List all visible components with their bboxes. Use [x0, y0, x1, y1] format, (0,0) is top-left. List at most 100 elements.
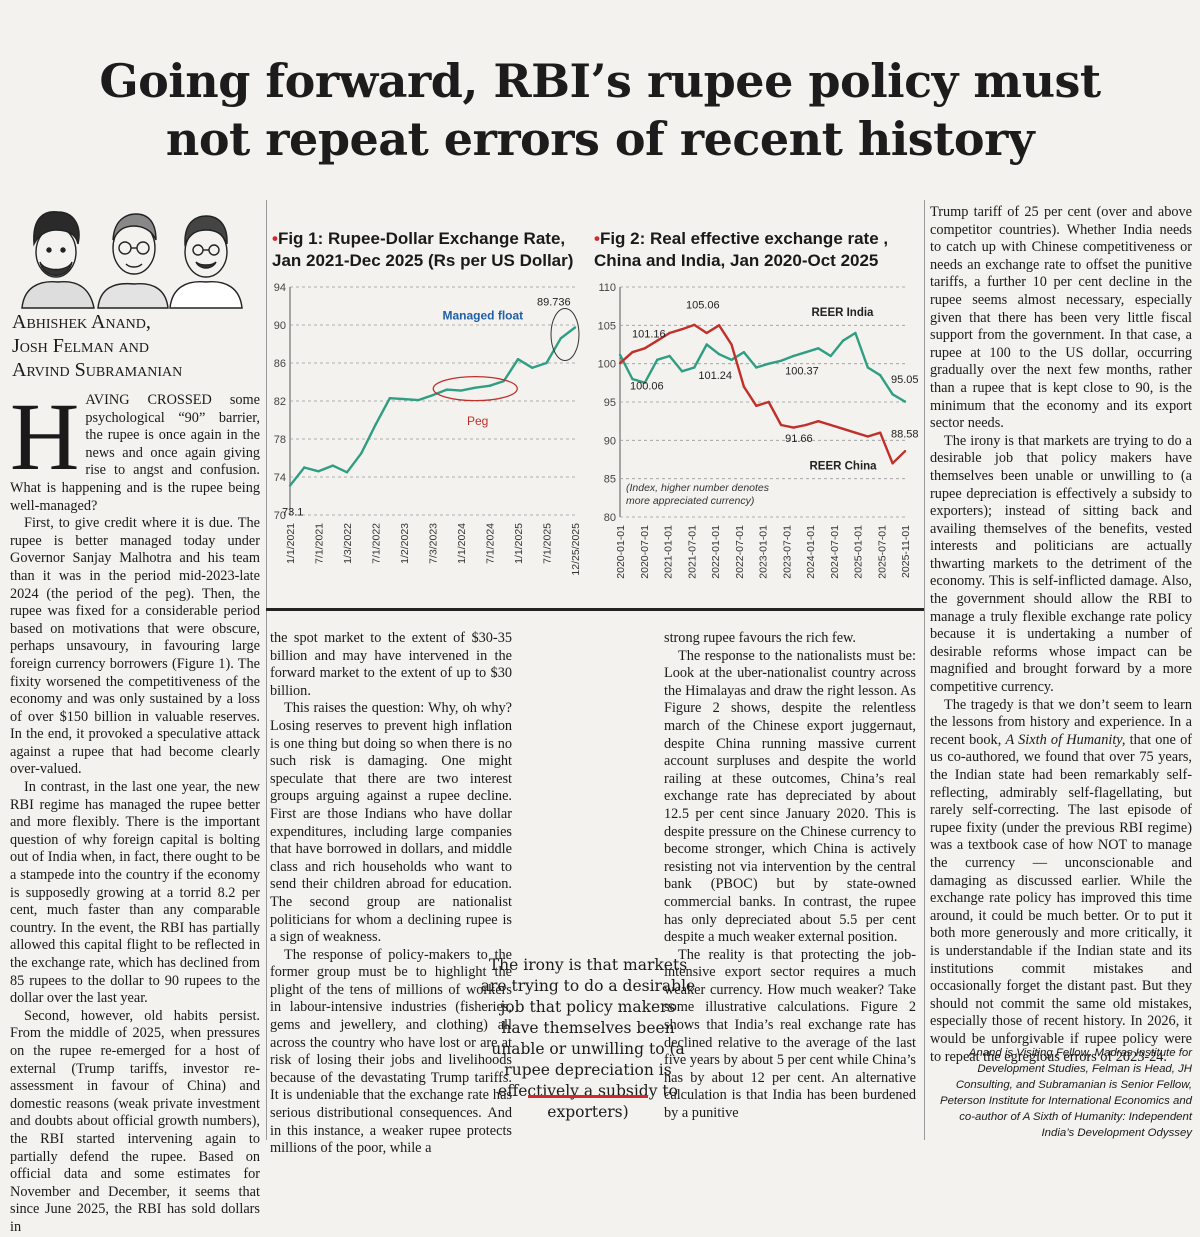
book-title: A Sixth of Humanity, [1005, 731, 1126, 748]
fig1-title-line-1: Fig 1: Rupee-Dollar Exchange Rate, [277, 229, 566, 248]
portrait-felman [97, 213, 169, 309]
china-end-label: 88.58 [891, 428, 919, 440]
managed-float-circle [550, 308, 580, 361]
x-tick-label: 7/1/2025 [542, 523, 554, 564]
chart-note-line-2: more appreciated currency) [626, 495, 754, 507]
y-tick-label: 78 [274, 434, 286, 446]
data-point [573, 326, 577, 329]
paragraph: Second, however, old habits persist. Fro… [10, 1007, 260, 1235]
headline: Going forward, RBI’s rupee policy must n… [10, 52, 1190, 168]
paragraph: In contrast, in the last one year, the n… [10, 779, 260, 1007]
column-1: H AVING CROSSED some psychological “90” b… [10, 389, 260, 1237]
data-point [779, 423, 783, 427]
data-point [866, 435, 870, 438]
data-point [531, 366, 534, 369]
data-point [817, 347, 820, 350]
data-point [779, 359, 783, 363]
x-tick-label: 2020-01-01 [615, 525, 627, 579]
india-start-label: 101.16 [632, 329, 666, 341]
lead-paragraph: H AVING CROSSED some psychological “90” b… [10, 389, 260, 515]
x-tick-label: 12/25/2025 [570, 523, 582, 576]
data-point [879, 373, 882, 377]
x-tick-label: 2025-01-01 [853, 525, 865, 579]
headline-line-2: not repeat errors of recent history [165, 112, 1035, 166]
x-tick-label: 2021-01-01 [663, 525, 675, 579]
author-portraits [21, 211, 243, 309]
portrait-anand [21, 211, 95, 309]
data-point [445, 388, 448, 391]
data-point [879, 431, 882, 434]
data-point [693, 323, 696, 327]
data-point [303, 466, 306, 469]
data-point [618, 353, 622, 356]
x-tick-label: 2024-07-01 [829, 525, 841, 579]
x-tick-label: 1/3/2022 [342, 523, 354, 564]
peg-label: Peg [467, 414, 488, 428]
data-point [841, 427, 845, 431]
data-point [755, 366, 758, 369]
x-tick-label: 7/3/2023 [428, 523, 440, 564]
data-point [345, 471, 349, 474]
y-tick-label: 86 [274, 358, 286, 370]
x-tick-label: 2020-07-01 [639, 525, 651, 579]
data-point [717, 352, 721, 356]
x-tick-label: 7/1/2022 [371, 523, 383, 564]
y-tick-label: 90 [274, 320, 286, 332]
data-point [680, 327, 684, 331]
china-start-label: 100.06 [630, 381, 664, 393]
fig2-bullet: • [594, 229, 600, 248]
data-point [374, 423, 377, 426]
fig2-title-line-2: China and India, Jan 2020-Oct 2025 [594, 251, 879, 270]
data-point [742, 350, 746, 354]
x-tick-label: 2023-07-01 [781, 525, 793, 579]
data-point [829, 423, 832, 427]
end-value-label: 89.736 [537, 297, 571, 309]
lead-text: AVING CROSSED some psychological “90” ba… [10, 392, 260, 514]
india-mid-label: 101.24 [698, 370, 732, 382]
india-end-label: 95.05 [891, 374, 919, 386]
series-line-reer-china [619, 323, 906, 465]
data-point [331, 464, 334, 467]
author-1: Abhishek Anand, [12, 311, 151, 333]
peg-ellipse [432, 376, 518, 402]
data-point [655, 339, 659, 342]
data-point [829, 354, 832, 358]
chart-bottom-rule [266, 608, 924, 611]
byline: Abhishek Anand, Josh Felman and Arvind S… [12, 310, 182, 382]
data-point [643, 347, 646, 350]
data-point [792, 354, 795, 358]
data-point [891, 393, 894, 396]
portrait-subramanian [169, 215, 243, 309]
x-tick-label: 2025-11-01 [900, 525, 912, 578]
data-point [730, 343, 733, 346]
x-tick-label: 2022-01-01 [710, 525, 722, 579]
managed-float-label: Managed float [443, 308, 524, 322]
x-tick-label: 1/1/2021 [285, 523, 297, 564]
series-line-reer-india [618, 331, 906, 403]
legend-china-label: REER China [809, 460, 877, 472]
data-point [730, 358, 733, 362]
paragraph: strong rupee favours the rich few. [664, 630, 857, 646]
data-point [317, 470, 320, 473]
paragraph: The reality is that protecting the job-i… [664, 946, 916, 1122]
start-value-label: 73.1 [282, 507, 303, 519]
y-tick-label: 90 [604, 435, 616, 447]
data-point [459, 389, 463, 392]
data-point [804, 350, 808, 354]
x-tick-label: 2021-07-01 [686, 525, 698, 579]
author-credit: Anand is Visiting Fellow, Madras Institu… [939, 1047, 1192, 1139]
x-tick-label: 7/1/2021 [314, 523, 326, 564]
paragraph: the spot market to the extent of $30-35 … [270, 630, 512, 699]
chart-note-line-1: (Index, higher number denotes [626, 482, 770, 494]
x-tick-label: 7/1/2024 [485, 523, 497, 564]
data-point [668, 331, 671, 335]
data-point [854, 431, 857, 434]
x-tick-label: 2023-01-01 [758, 525, 770, 579]
paragraph: Trump tariff of 25 per cent (over and ab… [930, 204, 1192, 432]
fig1-chart: 94 90 86 82 78 74 701/1/2021 7/1/2021 1/3/2022 7/… [274, 282, 582, 576]
data-point [903, 450, 907, 453]
column-4: Trump tariff of 25 per cent (over and ab… [930, 204, 1192, 1066]
data-point [742, 385, 746, 388]
headline-line-1: Going forward, RBI’s rupee policy must [99, 54, 1101, 108]
